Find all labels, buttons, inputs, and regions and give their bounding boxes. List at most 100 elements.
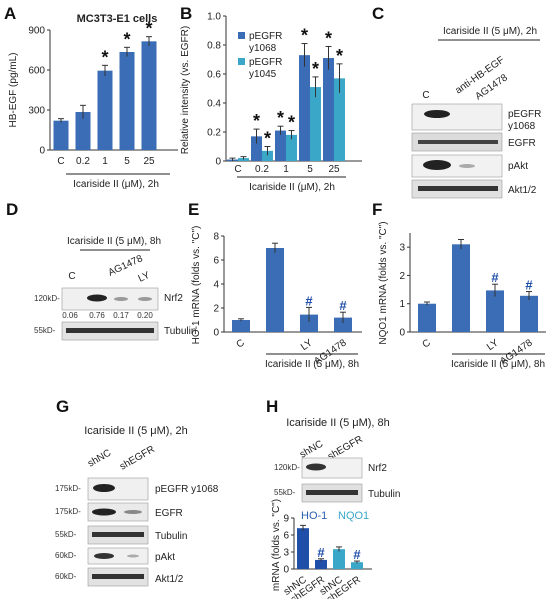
chart-a-ylabel: HB-EGF (pg/mL) xyxy=(8,52,19,127)
panel-h-gene-1: HO-1 xyxy=(301,510,327,522)
chart-e-category-label: LY xyxy=(299,337,315,353)
chart-f-ytick-label: 1 xyxy=(399,299,405,310)
panel-c-blot-pegfr xyxy=(411,103,503,131)
chart-b-bar xyxy=(251,136,262,161)
chart-b-bar xyxy=(262,150,273,161)
chart-f-bar xyxy=(452,244,470,332)
chart-b-significance-mark: * xyxy=(336,46,343,66)
chart-f-category-label: C xyxy=(420,337,432,350)
chart-h-bar xyxy=(297,528,309,569)
chart-e-ytick-label: 2 xyxy=(213,304,219,315)
panel-c-row-egfr: EGFR xyxy=(508,138,536,149)
blot-band xyxy=(127,554,139,558)
chart-b-bar xyxy=(323,58,334,161)
chart-h-significance-mark: # xyxy=(353,547,361,562)
panel-b-legend-1a: pEGFR xyxy=(249,31,282,42)
panel-a-title: MC3T3-E1 cells xyxy=(77,13,158,25)
panel-e-treatment: Icariside II (5 μM), 8h xyxy=(265,359,359,370)
chart-b-significance-mark: * xyxy=(288,113,295,133)
chart-a-bar xyxy=(75,112,91,150)
chart-f-bar xyxy=(418,303,436,332)
chart-f-ytick-label: 2 xyxy=(399,271,405,282)
chart-b-category-label: 1 xyxy=(283,164,289,175)
chart-h-ytick-label: 6 xyxy=(283,531,289,542)
chart-b-bar xyxy=(299,55,310,161)
chart-f-significance-mark: # xyxy=(525,278,533,293)
blot-band xyxy=(423,160,451,170)
chart-b-ytick-label: 0.8 xyxy=(207,41,221,52)
chart-a-ytick-label: 900 xyxy=(28,26,45,37)
chart-a-significance-mark: * xyxy=(123,29,130,49)
panel-g-blot-pakt xyxy=(87,547,149,565)
blot-band xyxy=(114,297,128,301)
panel-letter-f: F xyxy=(372,200,382,219)
panel-g-mw-4: 60kD- xyxy=(55,551,77,560)
panel-letter-h: H xyxy=(266,397,278,416)
panel-h-row-tubulin: Tubulin xyxy=(368,489,400,500)
chart-b-ytick-label: 0.6 xyxy=(207,70,221,81)
panel-g-blot-egfr xyxy=(87,502,149,522)
chart-b-ylabel: Relative intensity (vs. EGFR) xyxy=(180,26,191,154)
panel-g-blot-pegfr xyxy=(87,477,149,501)
chart-b-bar xyxy=(286,134,297,161)
panel-g-mw-5: 60kD- xyxy=(55,572,77,581)
panel-h-lane-1: shNC xyxy=(298,439,325,461)
chart-f-ylabel: NQO1 mRNA (folds vs. "C") xyxy=(378,221,389,344)
panel-g-mw-1: 175kD- xyxy=(55,484,81,493)
chart-b-significance-mark: * xyxy=(312,59,319,79)
chart-b-significance-mark: * xyxy=(253,111,260,131)
panel-d-blot-nrf2 xyxy=(61,287,159,311)
chart-b-category-label: 5 xyxy=(307,164,313,175)
chart-e-bar xyxy=(334,317,352,332)
chart-h-ytick-label: 3 xyxy=(283,548,289,559)
panel-d-quant-4: 0.20 xyxy=(137,311,153,320)
panel-c-lane-1: C xyxy=(422,90,429,101)
chart-a-ytick-label: 0 xyxy=(39,146,45,157)
panel-d-lane-1: C xyxy=(68,271,75,282)
blot-band xyxy=(424,110,450,118)
chart-b-ytick-label: 1.0 xyxy=(207,12,221,23)
blot-band xyxy=(66,328,154,333)
chart-f-ytick-label: 3 xyxy=(399,243,405,254)
panel-letter-c: C xyxy=(372,4,384,23)
chart-b-ytick-label: 0.4 xyxy=(207,99,221,110)
chart-e-bar xyxy=(300,314,318,332)
panel-d-quant-1: 0.06 xyxy=(62,311,78,320)
panel-h-mw-2: 55kD- xyxy=(274,488,296,497)
chart-a-category-label: C xyxy=(57,156,64,167)
chart-a-bar xyxy=(97,70,113,150)
blot-band xyxy=(93,484,115,492)
panel-d-header: Icariside II (5 μM), 8h xyxy=(67,236,161,247)
chart-f-category-label: LY xyxy=(485,337,501,353)
panel-d-lane-3: LY xyxy=(137,270,152,285)
blot-band xyxy=(94,553,114,559)
chart-h-ytick-label: 0 xyxy=(283,565,289,576)
panel-c-row-pakt: pAkt xyxy=(508,161,528,172)
panel-b-legend-2b: y1045 xyxy=(249,69,277,80)
chart-b-significance-mark: * xyxy=(325,28,332,48)
panel-d-quant-2: 0.76 xyxy=(89,311,105,320)
panel-b-legend-2a: pEGFR xyxy=(249,57,282,68)
panel-d-quant-3: 0.17 xyxy=(113,311,129,320)
chart-a-bar xyxy=(141,41,157,151)
chart-h-bar xyxy=(315,559,327,569)
chart-e-significance-mark: # xyxy=(339,298,347,313)
chart-a-significance-mark: * xyxy=(145,19,152,39)
panel-c-row-akt: Akt1/2 xyxy=(508,185,537,196)
blot-band xyxy=(138,297,152,301)
panel-letter-g: G xyxy=(56,397,69,416)
panel-g-lane-1: shNC xyxy=(86,448,113,470)
chart-b-bar xyxy=(275,130,286,161)
blot-band xyxy=(92,508,116,516)
panel-h-mw-1: 120kD- xyxy=(274,463,300,472)
blot-band xyxy=(418,186,498,191)
chart-h-bar xyxy=(351,562,363,569)
panel-g-row-tubulin: Tubulin xyxy=(155,531,187,542)
panel-b-legend-1b: y1068 xyxy=(249,43,277,54)
chart-a-bar xyxy=(53,120,69,150)
panel-b-legend-swatch-2 xyxy=(238,58,245,65)
chart-a-ytick-label: 600 xyxy=(28,66,45,77)
chart-e-ytick-label: 0 xyxy=(213,328,219,339)
chart-a-category-label: 1 xyxy=(102,156,108,167)
